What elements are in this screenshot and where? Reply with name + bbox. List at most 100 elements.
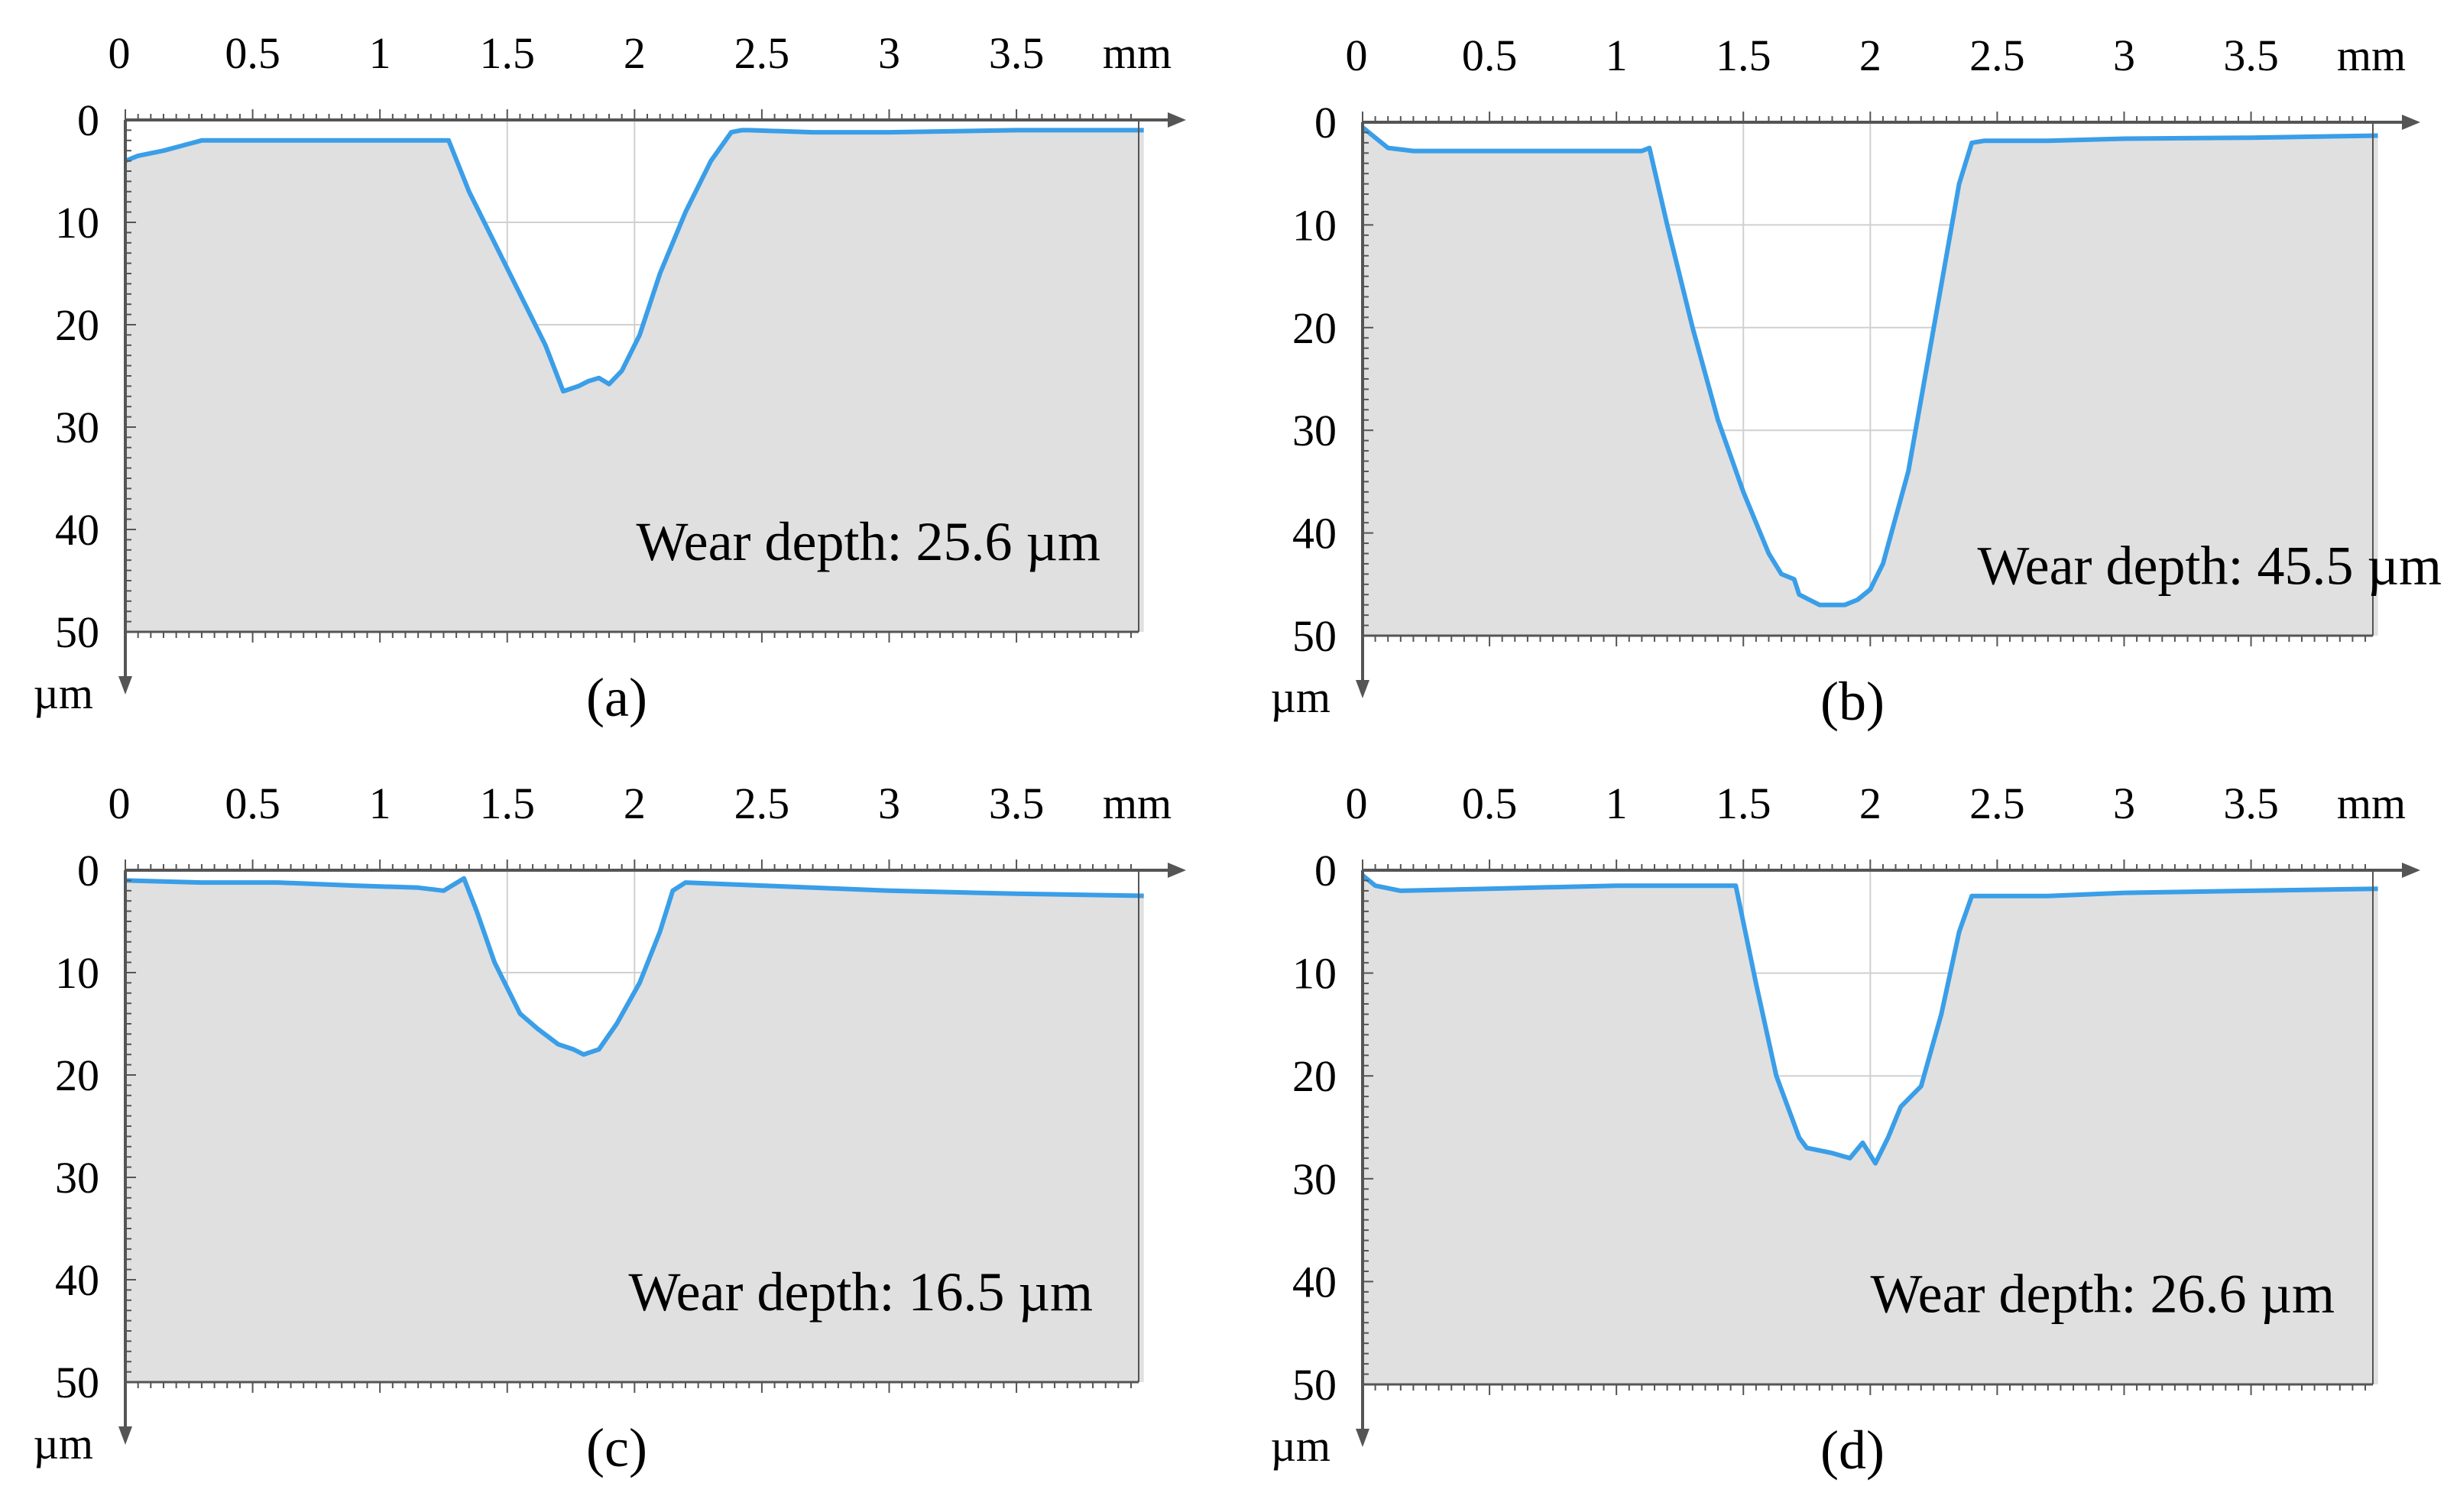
x-tick-label: 3 <box>2113 31 2135 80</box>
y-axis-arrow-icon <box>1356 680 1369 698</box>
x-axis: 0 0.5 1 1.5 2 2.5 3 3.5 mm <box>109 28 1186 128</box>
y-tick-label: 30 <box>55 403 99 452</box>
panel-label: (b) <box>1820 671 1885 732</box>
x-tick-label: 1.5 <box>479 779 535 828</box>
y-axis: 0 10 20 30 40 50 µm <box>1270 846 1373 1471</box>
x-unit-label: mm <box>1103 779 1172 828</box>
x-tick-label: 2 <box>624 28 646 78</box>
y-unit-label: µm <box>33 1419 93 1468</box>
y-axis-arrow-icon <box>1356 1429 1369 1447</box>
y-tick-label: 0 <box>1314 846 1337 895</box>
x-tick-label: 3.5 <box>989 779 1045 828</box>
y-axis: 0 10 20 30 40 50 µm <box>1270 98 1373 722</box>
material-fill <box>125 130 1144 632</box>
y-tick-label: 50 <box>55 1358 99 1407</box>
x-tick-label: 3 <box>878 779 900 828</box>
x-tick-label: 3 <box>2113 779 2135 828</box>
x-axis-arrow-icon <box>1168 112 1186 128</box>
material-fill <box>1363 127 2378 636</box>
profile-line <box>1361 125 2378 607</box>
x-tick-label: 2.5 <box>1969 31 2025 80</box>
x-tick-label: 0.5 <box>1462 31 1518 80</box>
x-axis: 0 0.5 1 1.5 2 2.5 3 3.5 mm <box>1346 779 2420 878</box>
y-tick-label: 0 <box>77 846 99 895</box>
y-unit-label: µm <box>1270 672 1330 722</box>
profile-line <box>125 876 1144 1057</box>
x-tick-label: 0.5 <box>1462 779 1518 828</box>
x-axis: 0 0.5 1 1.5 2 2.5 3 3.5 mm <box>1346 31 2420 130</box>
x-tick-label: 1 <box>369 28 391 78</box>
y-tick-label: 20 <box>55 1051 99 1100</box>
y-tick-label: 30 <box>55 1153 99 1203</box>
panel-label: (d) <box>1820 1420 1885 1481</box>
x-tick-label: 2 <box>624 779 646 828</box>
x-tick-label: 1 <box>369 779 391 828</box>
y-tick-label: 10 <box>55 948 99 998</box>
y-unit-label: µm <box>1270 1421 1330 1471</box>
x-tick-label: 0 <box>1346 31 1368 80</box>
y-tick-label: 0 <box>77 96 99 145</box>
x-tick-label: 3.5 <box>989 28 1045 78</box>
y-tick-label: 40 <box>1292 1257 1337 1306</box>
y-tick-label: 50 <box>1292 611 1337 661</box>
x-tick-label: 1.5 <box>1716 779 1771 828</box>
y-axis-arrow-icon <box>118 1426 132 1445</box>
x-tick-label: 1.5 <box>479 28 535 78</box>
y-tick-label: 40 <box>55 505 99 555</box>
panel-c: 0 0.5 1 1.5 2 2.5 3 3.5 mm 0 10 20 30 40 50 µm Wear dept… <box>33 779 1186 1478</box>
y-axis: 0 10 20 30 40 50 µm <box>33 96 136 718</box>
y-tick-label: 50 <box>1292 1360 1337 1410</box>
x-tick-label: 3 <box>878 28 900 78</box>
y-tick-label: 40 <box>1292 509 1337 559</box>
x-tick-label: 2.5 <box>734 779 790 828</box>
x-axis-arrow-icon <box>1168 863 1186 878</box>
y-tick-label: 10 <box>1292 200 1337 250</box>
y-tick-label: 30 <box>1292 406 1337 455</box>
y-tick-label: 0 <box>1314 98 1337 147</box>
panel-label: (a) <box>586 667 647 728</box>
x-tick-label: 1.5 <box>1716 31 1771 80</box>
x-tick-label: 0.5 <box>225 28 280 78</box>
y-axis-arrow-icon <box>118 676 132 694</box>
y-tick-label: 20 <box>1292 1051 1337 1101</box>
x-tick-label: 0 <box>1346 779 1368 828</box>
y-tick-label: 20 <box>55 300 99 350</box>
wear-depth-annotation: Wear depth: 45.5 µm <box>1977 536 2442 597</box>
panel-a: 0 0.5 1 1.5 2 2.5 3 3.5 mm 0 10 20 30 40 50 µm Wear dept… <box>33 28 1186 728</box>
x-unit-label: mm <box>1103 28 1172 78</box>
panel-b: 0 0.5 1 1.5 2 2.5 3 3.5 mm 0 10 20 30 40 50 µm Wear dept… <box>1270 31 2442 732</box>
x-tick-label: 0 <box>109 28 131 78</box>
x-axis-arrow-icon <box>2402 863 2420 878</box>
y-axis: 0 10 20 30 40 50 µm <box>33 846 136 1468</box>
x-unit-label: mm <box>2337 779 2406 828</box>
x-tick-label: 2 <box>1859 779 1881 828</box>
x-tick-label: 3.5 <box>2223 779 2279 828</box>
y-tick-label: 10 <box>55 198 99 248</box>
panel-label: (c) <box>586 1417 647 1478</box>
profile-line <box>124 128 1144 394</box>
x-tick-label: 2 <box>1859 31 1881 80</box>
wear-depth-annotation: Wear depth: 26.6 µm <box>1870 1264 2335 1325</box>
x-tick-label: 2.5 <box>734 28 790 78</box>
y-tick-label: 40 <box>55 1255 99 1305</box>
wear-depth-annotation: Wear depth: 16.5 µm <box>628 1261 1093 1323</box>
x-tick-label: 0 <box>109 779 131 828</box>
wear-depth-annotation: Wear depth: 25.6 µm <box>636 511 1100 572</box>
material-fill <box>1363 875 2378 1384</box>
y-tick-label: 10 <box>1292 949 1337 999</box>
y-tick-label: 20 <box>1292 303 1337 353</box>
y-tick-label: 50 <box>55 607 99 657</box>
y-tick-label: 30 <box>1292 1154 1337 1204</box>
y-unit-label: µm <box>33 669 93 718</box>
x-tick-label: 0.5 <box>225 779 280 828</box>
x-axis-arrow-icon <box>2402 115 2420 130</box>
x-axis: 0 0.5 1 1.5 2 2.5 3 3.5 mm <box>109 779 1186 878</box>
x-unit-label: mm <box>2337 31 2406 80</box>
x-tick-label: 3.5 <box>2223 31 2279 80</box>
x-tick-label: 2.5 <box>1969 779 2025 828</box>
x-tick-label: 1 <box>1606 779 1628 828</box>
x-tick-label: 1 <box>1606 31 1628 80</box>
material-fill <box>125 878 1144 1382</box>
panel-d: 0 0.5 1 1.5 2 2.5 3 3.5 mm 0 10 20 30 40 50 µm Wear dept… <box>1270 779 2420 1481</box>
